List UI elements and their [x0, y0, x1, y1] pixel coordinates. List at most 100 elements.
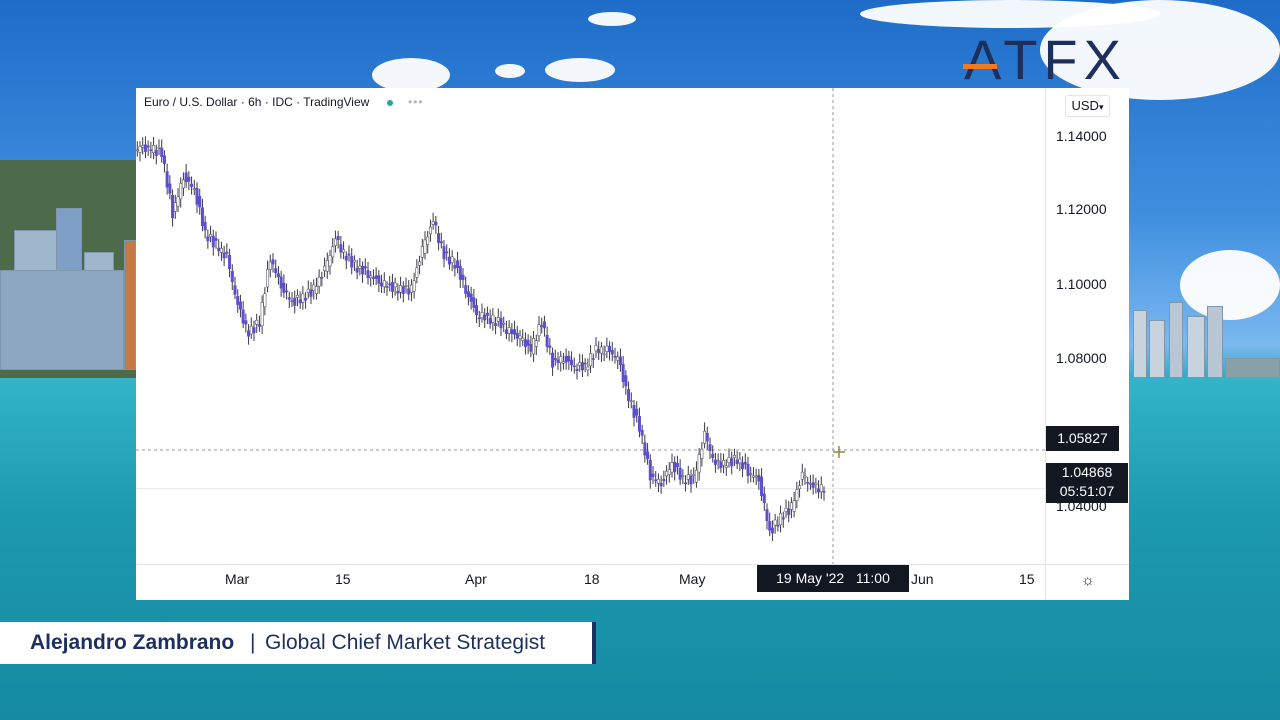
more-options-icon[interactable]: ••• [407, 95, 424, 109]
candle-body [787, 508, 791, 515]
candle-body [610, 350, 614, 355]
candle-body [667, 469, 671, 476]
candle-body [765, 509, 769, 522]
candle-body [689, 475, 693, 485]
candle-body [564, 356, 568, 363]
candle-body [670, 462, 674, 473]
candle-body [760, 476, 764, 496]
settings-gear-icon[interactable]: ☼ [1081, 572, 1095, 589]
legend-symbol[interactable]: Euro / U.S. Dollar [144, 95, 238, 109]
candle-body [293, 297, 297, 306]
candle-body [377, 275, 381, 284]
cloud [1180, 250, 1280, 320]
x-tick-label: May [679, 571, 706, 587]
candle-body [380, 282, 384, 287]
candle-body [722, 460, 726, 466]
legend-separator: · [296, 95, 301, 109]
cloud [545, 58, 615, 82]
candle-body [749, 473, 753, 475]
bar-countdown: 05:51:07 [1059, 483, 1115, 499]
candle-body [811, 482, 815, 488]
candle-body [355, 267, 359, 273]
candle-body [257, 324, 261, 327]
candle-body [393, 282, 397, 288]
candle-body [779, 513, 783, 526]
candle-body [347, 253, 351, 256]
candle-body [789, 502, 793, 510]
candle-body [279, 276, 283, 289]
candle-body [700, 448, 704, 459]
candle-body [488, 317, 492, 325]
candle-body [542, 321, 546, 329]
candle-body [719, 461, 723, 469]
candle-body [369, 275, 373, 278]
chart-legend: Euro / U.S. Dollar · 6h · IDC · TradingV… [144, 95, 424, 109]
candle-body [445, 251, 449, 254]
candle-body [781, 517, 785, 520]
price-plot[interactable] [136, 88, 1045, 564]
candle-body [412, 280, 416, 292]
candle-body [716, 460, 720, 462]
candle-body [331, 246, 335, 258]
candle-body [143, 144, 147, 152]
atfx-logo: ATFX [964, 28, 1127, 91]
candle-body [228, 255, 232, 270]
candle-body [757, 474, 761, 482]
tradingview-chart[interactable]: Euro / U.S. Dollar · 6h · IDC · TradingV… [136, 88, 1129, 600]
candle-body [171, 194, 175, 219]
candle-body [407, 288, 411, 295]
candle-body [179, 182, 183, 200]
time-axis-divider [136, 564, 1129, 565]
candle-body [627, 389, 631, 401]
x-tick-label: Apr [465, 571, 487, 587]
candle-body [583, 362, 587, 365]
candle-body [466, 291, 470, 298]
candle-body [447, 256, 451, 265]
candle-body [328, 255, 332, 267]
candle-body [263, 293, 267, 308]
candle-body [591, 358, 595, 360]
candle-body [673, 461, 677, 473]
candle-body [282, 282, 286, 293]
candle-body [154, 149, 158, 156]
candle-body [727, 457, 731, 464]
candle-body [572, 365, 576, 368]
candle-body [551, 352, 555, 368]
x-tick-label: Jun [911, 571, 934, 587]
candle-body [559, 356, 563, 364]
candle-body [222, 252, 226, 259]
candle-body [350, 256, 354, 268]
candle-body [608, 345, 612, 352]
candle-body [784, 507, 788, 513]
candle-body [450, 256, 454, 263]
candle-body [537, 324, 541, 337]
candle-body [483, 314, 487, 321]
candle-body [803, 475, 807, 478]
candle-body [461, 274, 465, 281]
legend-interval[interactable]: 6h [248, 95, 262, 109]
candle-body [746, 463, 750, 476]
candle-body [325, 260, 329, 272]
candle-body [602, 353, 606, 356]
candle-body [249, 325, 253, 335]
candle-body [268, 261, 272, 270]
crosshair-time-label: 19 May '22 11:00 [757, 565, 909, 592]
candle-body [597, 349, 601, 354]
candle-body [678, 467, 682, 480]
candle-body [817, 488, 821, 493]
legend-separator: · [240, 95, 245, 109]
candle-body [570, 359, 574, 366]
candle-body [768, 521, 772, 531]
candle-body [173, 202, 177, 212]
candle-body [480, 312, 484, 319]
currency-selector[interactable]: USD▾ [1065, 95, 1110, 117]
candle-body [637, 415, 641, 432]
candle-body [548, 345, 552, 348]
candle-body [540, 325, 544, 327]
candle-body [157, 147, 161, 149]
candle-body [629, 400, 633, 403]
candle-body [290, 300, 294, 303]
candle-body [762, 493, 766, 504]
candle-body [694, 469, 698, 483]
candle-body [271, 259, 275, 265]
